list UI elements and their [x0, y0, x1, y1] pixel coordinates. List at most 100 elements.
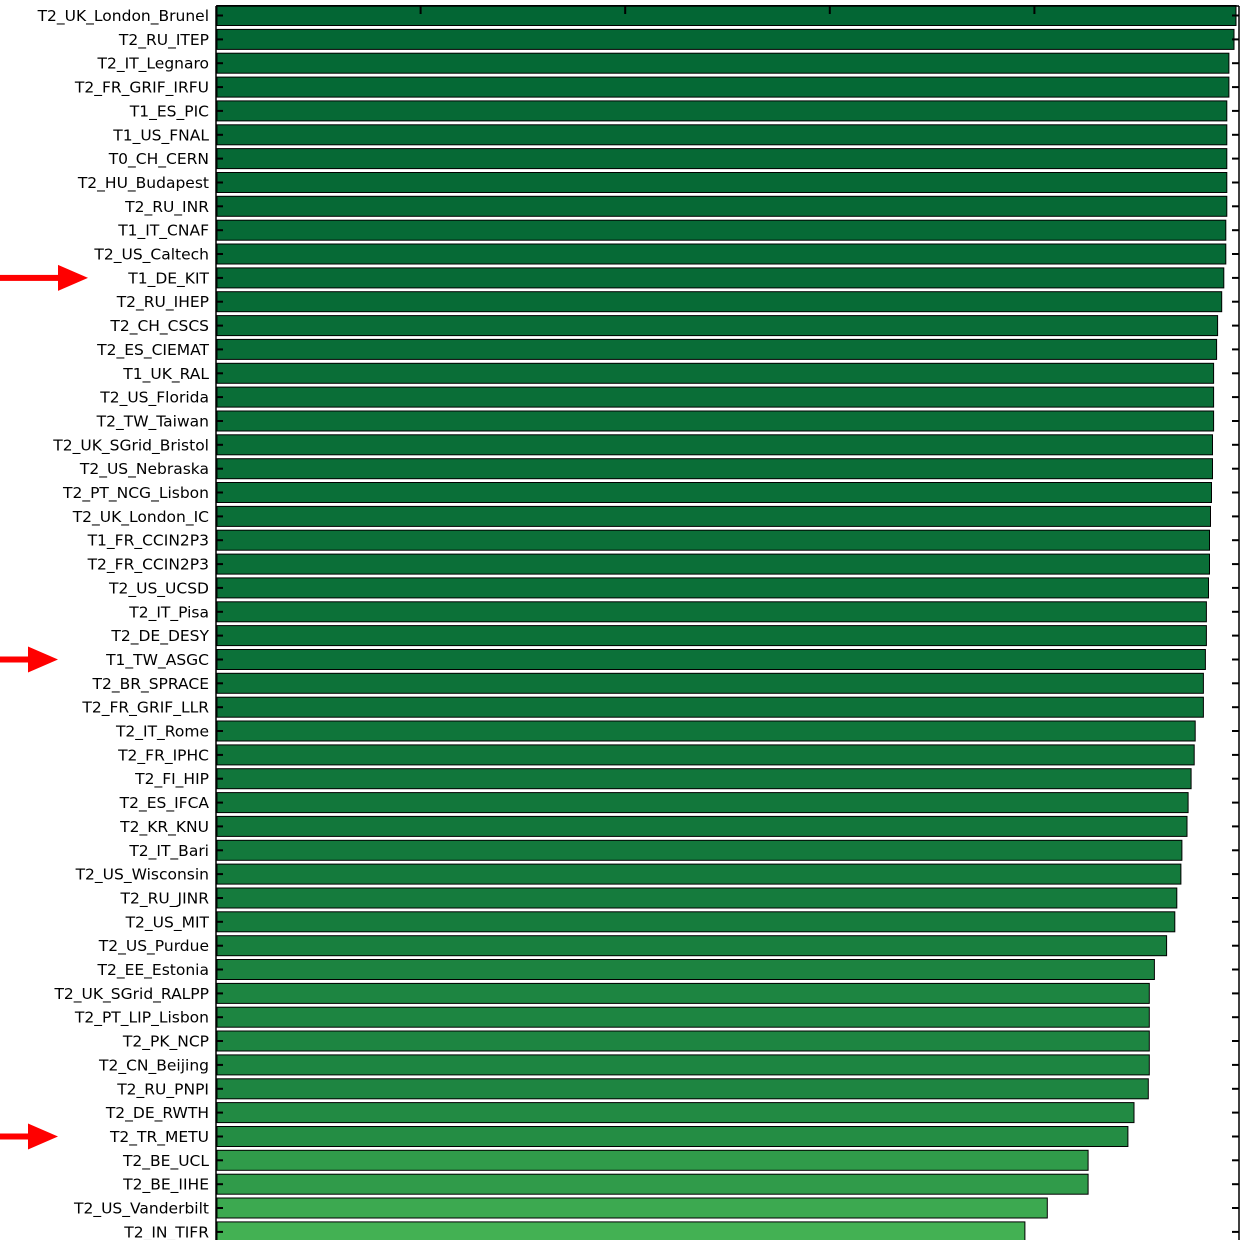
bar-T2_CN_Beijing	[216, 1054, 1150, 1076]
category-label: T1_IT_CNAF	[117, 222, 209, 241]
category-label: T2_UK_London_Brunel	[37, 7, 209, 26]
category-label: T2_RU_IHEP	[116, 293, 209, 312]
category-label: T2_US_Nebraska	[79, 460, 209, 479]
category-label: T2_US_Wisconsin	[75, 866, 209, 885]
bar-T2_PT_NCG_Lisbon	[216, 482, 1212, 503]
category-label: T2_IT_Bari	[128, 842, 209, 861]
bar-T1_IT_CNAF	[216, 219, 1227, 241]
bar-T2_US_Florida	[216, 386, 1215, 408]
category-label: T2_IN_TIFR	[123, 1223, 209, 1240]
category-label: T1_FR_CCIN2P3	[87, 532, 209, 551]
category-label: T2_RU_INR	[124, 198, 209, 217]
bar-T2_US_Wisconsin	[216, 863, 1182, 885]
bar-T2_IT_Legnaro	[216, 52, 1230, 74]
category-label: T2_RU_ITEP	[118, 31, 209, 50]
bar-T2_IT_Bari	[216, 839, 1183, 861]
category-label: T1_DE_KIT	[127, 269, 209, 288]
bar-T1_FR_CCIN2P3	[216, 529, 1210, 551]
category-label: T2_IT_Pisa	[128, 603, 209, 622]
bar-T2_FI_HIP	[216, 768, 1192, 790]
bar-T2_ES_IFCA	[216, 792, 1189, 814]
bar-T2_IN_TIFR	[216, 1221, 1026, 1240]
category-label: T2_IT_Rome	[115, 723, 209, 742]
bar-T2_RU_ITEP	[216, 28, 1235, 50]
bar-T2_PK_NCP	[216, 1030, 1150, 1052]
bar-T2_US_Purdue	[216, 935, 1168, 957]
bar-T2_RU_IHEP	[216, 291, 1223, 313]
bar-T2_UK_SGrid_Bristol	[216, 434, 1213, 456]
category-label: T2_ES_CIEMAT	[96, 341, 209, 360]
bar-T2_KR_KNU	[216, 815, 1188, 837]
bar-T1_UK_RAL	[216, 362, 1215, 384]
bar-T2_DE_RWTH	[216, 1102, 1135, 1124]
bar-T1_US_FNAL	[216, 124, 1228, 146]
bar-T2_UK_London_Brunel	[216, 5, 1237, 26]
red-arrow-T2_TR_METU	[0, 1123, 58, 1150]
category-labels: T2_UK_London_Brunel T2_RU_ITEP T2_IT_Legna…	[37, 7, 210, 1240]
bar-T2_BR_SPRACE	[216, 672, 1204, 694]
bar-T2_TW_Taiwan	[216, 410, 1215, 432]
category-label: T0_CH_CERN	[108, 150, 209, 169]
bar-T2_ES_CIEMAT	[216, 338, 1218, 360]
bar-T2_FR_CCIN2P3	[216, 553, 1210, 575]
bar-T2_BE_UCL	[216, 1149, 1089, 1171]
category-label: T2_RU_PNPI	[116, 1080, 209, 1099]
bar-T0_CH_CERN	[216, 148, 1228, 170]
bar-T2_US_UCSD	[216, 577, 1209, 599]
category-label: T2_CN_Beijing	[98, 1056, 209, 1075]
axis-ticks	[216, 6, 1239, 1233]
category-label: T2_US_MIT	[125, 913, 210, 932]
bar-T2_RU_PNPI	[216, 1078, 1149, 1100]
category-label: T2_FI_HIP	[134, 770, 209, 789]
bar-T2_US_Nebraska	[216, 458, 1213, 480]
bar-T2_IT_Rome	[216, 720, 1196, 742]
category-label: T2_US_Vanderbilt	[73, 1200, 209, 1219]
category-label: T2_BE_UCL	[122, 1152, 209, 1171]
category-label: T2_TR_METU	[109, 1128, 209, 1147]
bars	[216, 5, 1237, 1240]
category-label: T2_FR_GRIF_IRFU	[74, 79, 209, 98]
category-label: T2_KR_KNU	[119, 818, 209, 837]
category-label: T2_UK_London_IC	[72, 508, 209, 527]
category-label: T2_BE_IIHE	[122, 1176, 209, 1195]
bar-T2_UK_London_IC	[216, 505, 1211, 527]
category-label: T1_TW_ASGC	[105, 651, 209, 670]
bar-T2_FR_GRIF_LLR	[216, 696, 1204, 718]
category-label: T1_ES_PIC	[129, 102, 209, 121]
category-label: T2_FR_GRIF_LLR	[81, 699, 209, 718]
bar-T1_TW_ASGC	[216, 649, 1206, 670]
annotation-arrows	[0, 264, 88, 1150]
bar-T2_BE_IIHE	[216, 1173, 1089, 1195]
category-label: T2_TW_Taiwan	[96, 413, 209, 432]
bar-T2_RU_INR	[216, 195, 1228, 217]
bar-T1_DE_KIT	[216, 267, 1225, 289]
bar-T2_FR_IPHC	[216, 744, 1195, 766]
bar-T2_US_MIT	[216, 911, 1176, 933]
bar-T2_HU_Budapest	[216, 172, 1228, 193]
bar-T2_CH_CSCS	[216, 315, 1219, 337]
category-label: T2_US_Caltech	[93, 246, 209, 265]
bar-T2_PT_LIP_Lisbon	[216, 1006, 1150, 1028]
category-label: T2_DE_RWTH	[105, 1104, 209, 1123]
category-label: T2_US_Florida	[99, 389, 209, 408]
category-label: T2_CH_CSCS	[109, 317, 209, 336]
category-label: T2_FR_IPHC	[117, 746, 209, 765]
bar-T2_US_Caltech	[216, 243, 1227, 265]
bar-T2_EE_Estonia	[216, 959, 1155, 980]
category-label: T2_DE_DESY	[110, 627, 209, 646]
category-label: T1_UK_RAL	[122, 365, 209, 384]
bar-T2_UK_SGrid_RALPP	[216, 982, 1150, 1004]
category-label: T1_US_FNAL	[112, 126, 209, 145]
category-label: T2_UK_SGrid_Bristol	[52, 436, 209, 455]
category-label: T2_PT_LIP_Lisbon	[74, 1009, 209, 1028]
category-label: T2_UK_SGrid_RALPP	[53, 985, 209, 1004]
bar-T2_IT_Pisa	[216, 601, 1207, 623]
bar-T2_RU_JINR	[216, 887, 1178, 909]
bar-T1_ES_PIC	[216, 100, 1228, 122]
category-label: T2_PT_NCG_Lisbon	[62, 484, 209, 503]
axes-frame	[215, 5, 1240, 1240]
category-label: T2_BR_SPRACE	[91, 675, 209, 694]
category-label: T2_US_UCSD	[108, 579, 209, 598]
red-arrow-T1_DE_KIT	[0, 264, 88, 291]
